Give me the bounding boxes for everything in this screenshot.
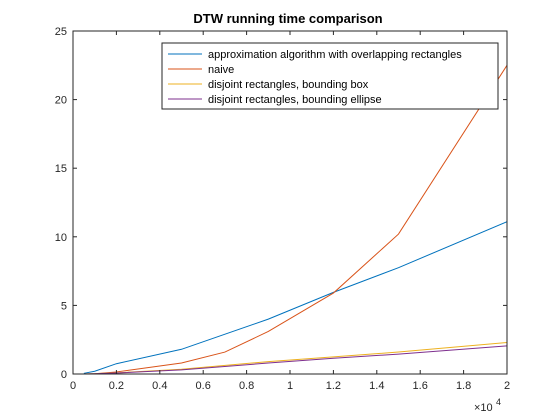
y-tick-label: 0 <box>61 369 67 381</box>
x-tick-label: 2 <box>504 380 510 392</box>
y-tick-label: 5 <box>61 300 67 312</box>
series-line-2 <box>83 65 507 374</box>
x-exponent-base: ×10 <box>474 402 493 414</box>
y-tick-label: 15 <box>55 163 67 175</box>
legend-label: approximation algorithm with overlapping… <box>208 49 462 61</box>
x-tick-label: 0 <box>70 380 76 392</box>
legend-label: naive <box>208 64 234 76</box>
legend-box <box>161 42 499 110</box>
legend-label: disjoint rectangles, bounding box <box>208 79 369 91</box>
y-tick-label: 10 <box>55 232 67 244</box>
series-line-3 <box>83 341 507 374</box>
legend: approximation algorithm with overlapping… <box>161 42 499 110</box>
x-tick-label: 0.6 <box>196 380 211 392</box>
x-tick-label: 1.8 <box>456 380 471 392</box>
y-ticks: 0 5 10 15 20 25 <box>55 26 507 381</box>
series-line-1 <box>83 221 507 374</box>
y-tick-label: 20 <box>55 95 67 107</box>
x-tick-label: 1 <box>287 380 293 392</box>
x-tick-label: 0.8 <box>239 380 254 392</box>
x-tick-label: 0.4 <box>152 380 167 392</box>
x-tick-label: 0.2 <box>109 380 124 392</box>
legend-label: disjoint rectangles, bounding ellipse <box>208 94 382 106</box>
chart-title: DTW running time comparison <box>193 11 382 26</box>
x-tick-label: 1.4 <box>369 380 384 392</box>
x-tick-label: 1.6 <box>413 380 428 392</box>
y-tick-label: 25 <box>55 26 67 38</box>
series-layer <box>83 65 507 374</box>
x-exponent-power: 4 <box>496 397 501 407</box>
x-tick-label: 1.2 <box>326 380 341 392</box>
x-ticks: 0 0.2 0.4 0.6 0.8 1 1.2 1.4 1.6 1.8 2 <box>70 31 510 392</box>
x-exponent-label: ×10 4 <box>474 397 501 414</box>
